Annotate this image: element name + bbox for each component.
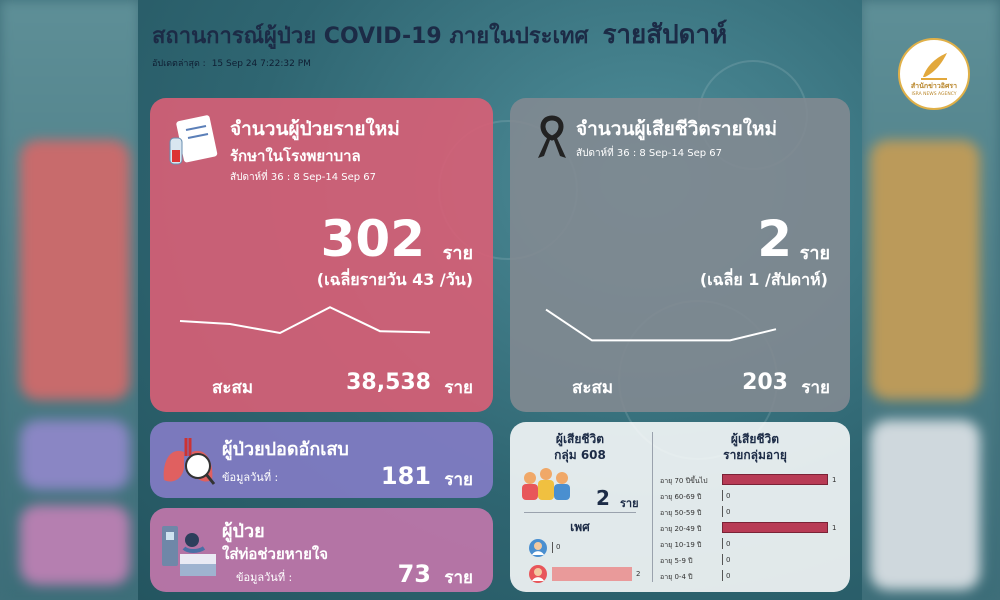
male-icon [529,539,547,557]
age-group-value: 0 [726,540,731,548]
age-group-bar [722,490,723,501]
pneumonia-value: 181 [380,462,431,490]
group608-value: 2 [596,486,610,510]
age-group-value: 0 [726,556,731,564]
updated-timestamp: อัปเดตล่าสุด : 15 Sep 24 7:22:32 PM [152,56,311,70]
pneumonia-card: ผู้ป่วยปอดอักเสบ ข้อมูลวันที่ : 181 ราย [150,422,493,498]
blurred-card [20,420,130,490]
title-emphasis: รายสัปดาห์ [602,20,728,50]
female-value: 2 [636,570,641,578]
new-cases-value: 302 [320,210,425,268]
new-deaths-trend-line [545,308,777,342]
title-text: สถานการณ์ผู้ป่วย COVID-19 ภายในประเทศ [152,24,589,49]
age-group-value: 0 [726,492,731,500]
new-deaths-cumulative-unit: ราย [801,378,830,398]
new-cases-cumulative-unit: ราย [444,378,473,398]
new-cases-card: จำนวนผู้ป่วยรายใหม่ รักษาในโรงพยาบาล สัป… [150,98,493,412]
new-deaths-average: (เฉลี่ย 1 /สัปดาห์) [699,270,828,289]
new-cases-cumulative-value: 38,538 [346,370,431,395]
age-group-label: อายุ 50-59 ปี [660,509,702,517]
divider [524,512,636,513]
vertical-divider [652,432,653,582]
pneumonia-date-label: ข้อมูลวันที่ : [222,471,279,484]
isra-news-logo: สำนักข่าวอิศรา ISRA NEWS AGENCY [898,38,970,110]
trend-series-line [179,306,431,335]
new-cases-subtitle: รักษาในโรงพยาบาล [230,147,361,165]
age-group-label: อายุ 20-49 ปี [660,525,702,533]
new-cases-cumulative-label: สะสม [212,378,254,398]
group608-unit: ราย [620,497,639,510]
female-bar [552,567,632,581]
age-group-bar [722,554,723,565]
blurred-card [870,140,980,400]
age-group-value: 0 [726,572,731,580]
death-breakdown-card: ผู้เสียชีวิต กลุ่ม 608 2 ราย เพศ 0 2 [510,422,850,592]
age-group-bar [722,538,723,549]
updated-value: 15 Sep 24 7:22:32 PM [211,59,311,69]
page-title: สถานการณ์ผู้ป่วย COVID-19 ภายในประเทศ ราย… [152,14,727,55]
blurred-card [870,420,980,590]
ventilator-unit: ราย [444,568,473,588]
ventilator-title: ผู้ป่วย [222,521,265,542]
hospital-document-icon [169,115,218,165]
gender-label: เพศ [570,520,590,534]
logo-name: สำนักข่าวอิศรา [910,82,958,90]
age-group-label: อายุ 70 ปีขึ้นไป [660,477,708,485]
male-bar [552,542,553,553]
ventilator-patient-icon [162,526,216,576]
new-cases-average: (เฉลี่ยรายวัน 43 /วัน) [316,270,473,289]
female-icon [529,565,547,583]
blurred-card [20,140,130,400]
age-group-bar [722,522,828,533]
new-cases-title: จำนวนผู้ป่วยรายใหม่ [230,118,400,140]
age-group-label: อายุ 60-69 ปี [660,493,702,501]
new-deaths-unit: ราย [799,243,830,264]
group608-title2: กลุ่ม 608 [554,448,606,462]
new-deaths-card: จำนวนผู้เสียชีวิตรายใหม่ สัปดาห์ที่ 36 :… [510,98,850,412]
updated-label: อัปเดตล่าสุด : [152,59,206,69]
blurred-card [20,505,130,585]
ventilator-value: 73 [397,560,431,588]
new-cases-week: สัปดาห์ที่ 36 : 8 Sep-14 Sep 67 [230,172,377,183]
elderly-group-icon [522,468,570,500]
age-group-bar [722,474,828,485]
age-group-value: 0 [726,508,731,516]
new-cases-trend-line [179,306,431,335]
age-title: ผู้เสียชีวิต [730,432,780,446]
ventilator-date-label: ข้อมูลวันที่ : [236,571,293,584]
new-deaths-week: สัปดาห์ที่ 36 : 8 Sep-14 Sep 67 [576,148,723,159]
age-group-value: 1 [832,476,837,484]
age-group-label: อายุ 0-4 ปี [660,573,693,581]
new-deaths-cumulative-value: 203 [742,370,788,395]
age-group-bar [722,570,723,581]
age-group-label: อายุ 5-9 ปี [660,557,693,565]
group608-title: ผู้เสียชีวิต [555,432,605,446]
trend-series-line [545,308,777,342]
ventilator-card: ผู้ป่วย ใส่ท่อช่วยหายใจ ข้อมูลวันที่ : 7… [150,508,493,592]
quill-logo-icon [921,53,947,80]
new-deaths-value: 2 [757,210,792,268]
new-deaths-cumulative-label: สะสม [572,378,614,398]
age-title2: รายกลุ่มอายุ [723,448,787,462]
infographic-poster: สถานการณ์ผู้ป่วย COVID-19 ภายในประเทศ ราย… [138,0,862,600]
mourning-ribbon-icon [538,115,566,158]
age-group-label: อายุ 10-19 ปี [660,541,702,549]
left-blurred-background [0,0,140,600]
new-deaths-title: จำนวนผู้เสียชีวิตรายใหม่ [576,118,778,140]
age-group-value: 1 [832,524,837,532]
ventilator-title2: ใส่ท่อช่วยหายใจ [222,545,328,563]
new-cases-unit: ราย [442,243,473,264]
pneumonia-title: ผู้ป่วยปอดอักเสบ [222,439,349,460]
age-group-bar [722,506,723,517]
lungs-icon [163,438,216,485]
male-value: 0 [556,543,561,551]
pneumonia-unit: ราย [444,470,473,490]
logo-name-en: ISRA NEWS AGENCY [911,92,957,97]
